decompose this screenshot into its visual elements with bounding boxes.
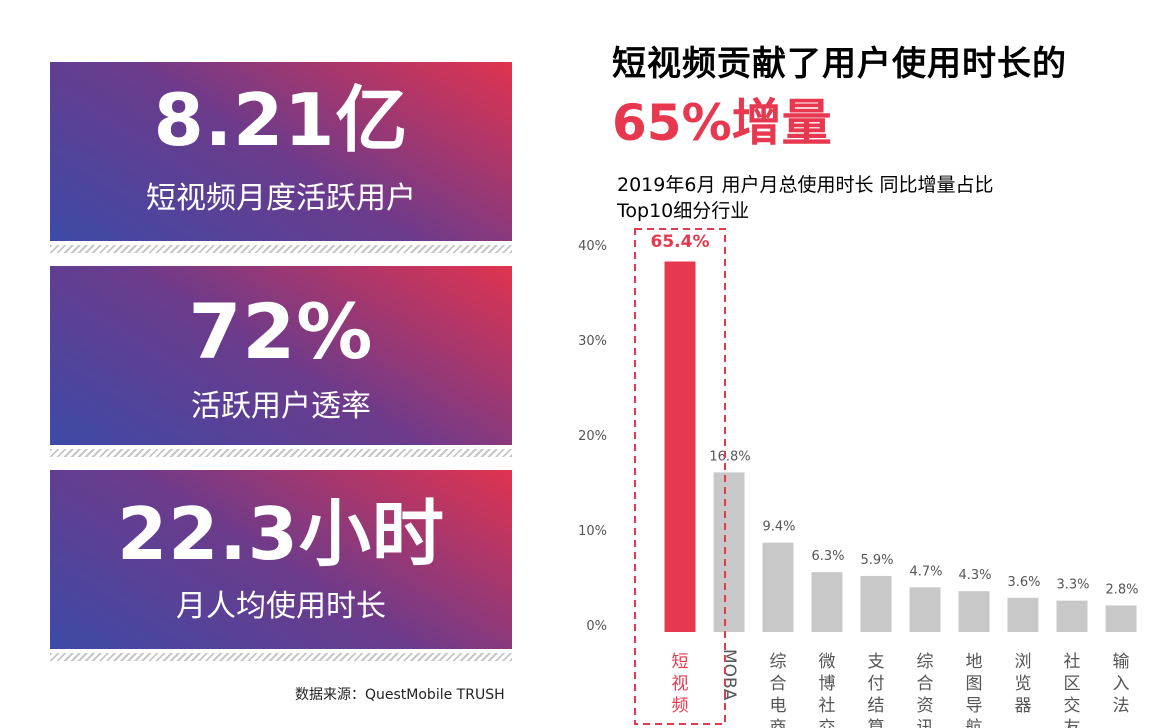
chart-title-line: 2019年6月 用户月总使用时长 同比增量占比 bbox=[617, 174, 994, 196]
data-label: 65.4% bbox=[651, 232, 710, 252]
stat-label: 月人均使用时长 bbox=[176, 589, 386, 624]
bar bbox=[909, 587, 941, 632]
stat-value: 8.21亿 bbox=[153, 78, 409, 162]
data-label: 3.3% bbox=[1056, 578, 1089, 593]
category-label: 地图导航 bbox=[966, 652, 983, 728]
category-label: 支付结算 bbox=[868, 652, 885, 728]
y-tick-label: 40% bbox=[578, 239, 607, 254]
category-label: MOBA bbox=[719, 649, 739, 701]
stat-card-penetration: 72% 活跃用户透率 bbox=[50, 266, 512, 457]
bar bbox=[860, 575, 892, 632]
category-label: 社区交友 bbox=[1064, 652, 1081, 728]
category-label: 短视频 bbox=[672, 652, 689, 716]
y-tick-label: 30% bbox=[578, 334, 607, 349]
category-label: 输入法 bbox=[1113, 652, 1130, 716]
stat-value: 22.3小时 bbox=[117, 492, 445, 576]
chart-title: 2019年6月 用户月总使用时长 同比增量占比 Top10细分行业 bbox=[617, 172, 994, 224]
data-label: 16.8% bbox=[709, 449, 750, 464]
category-label: 浏览器 bbox=[1015, 652, 1032, 716]
source-note: 数据来源：QuestMobile TRUSH bbox=[295, 687, 505, 703]
stat-value: 72% bbox=[188, 287, 374, 376]
category-label: 综合电商 bbox=[770, 652, 787, 728]
stat-label: 短视频月度活跃用户 bbox=[146, 181, 416, 216]
stat-card-mau: 8.21亿 短视频月度活跃用户 bbox=[50, 62, 512, 253]
category-label: 微博社交 bbox=[819, 652, 836, 728]
category-label: 综合资讯 bbox=[917, 652, 934, 728]
data-label: 9.4% bbox=[762, 520, 795, 535]
bar bbox=[762, 542, 794, 632]
stat-label: 活跃用户透率 bbox=[191, 389, 371, 424]
headline: 短视频贡献了用户使用时长的 bbox=[612, 44, 1067, 84]
data-label: 4.3% bbox=[958, 568, 991, 583]
bar bbox=[1056, 600, 1088, 632]
bar bbox=[811, 572, 843, 632]
y-tick-label: 10% bbox=[578, 524, 607, 539]
y-tick-label: 20% bbox=[578, 429, 607, 444]
bar bbox=[958, 591, 990, 632]
data-label: 4.7% bbox=[909, 564, 942, 579]
bar bbox=[713, 472, 745, 632]
stat-card-duration: 22.3小时 月人均使用时长 bbox=[50, 470, 512, 661]
chart-title-line: Top10细分行业 bbox=[617, 200, 750, 222]
bar bbox=[1105, 605, 1137, 632]
data-label: 6.3% bbox=[811, 549, 844, 564]
highlight-value: 65%增量 bbox=[612, 94, 832, 152]
bar bbox=[664, 261, 696, 632]
data-label: 2.8% bbox=[1105, 582, 1138, 597]
data-label: 3.6% bbox=[1007, 575, 1040, 590]
highlight-frame bbox=[634, 228, 726, 725]
y-tick-label: 0% bbox=[586, 619, 607, 634]
bar bbox=[1007, 597, 1039, 632]
data-label: 5.9% bbox=[860, 553, 893, 568]
bar-chart: 0% 10% 20% 30% 40% 65.4% 短视频 16.8% MOBA 9.4% 综合电商 6… bbox=[578, 228, 1139, 728]
